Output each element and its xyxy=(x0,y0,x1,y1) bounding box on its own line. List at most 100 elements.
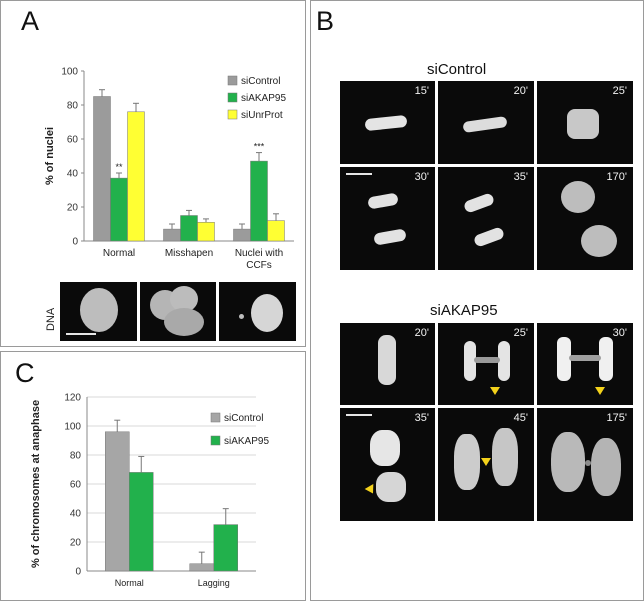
chromatin-bridge xyxy=(569,355,601,361)
frame-akap-3: 30' xyxy=(537,323,633,405)
legend-swatch xyxy=(210,412,221,423)
chromosome-plate xyxy=(567,109,599,139)
nucleus-blob xyxy=(170,286,198,312)
frame-control-3: 25' xyxy=(537,81,633,164)
panel-b-label: B xyxy=(316,6,335,36)
time-label: 175' xyxy=(606,412,627,424)
dna-image-misshapen xyxy=(140,282,216,341)
legend-label: siAKAP95 xyxy=(241,93,286,104)
y-tick-label: 80 xyxy=(70,451,82,462)
nucleus-blob xyxy=(454,434,480,490)
chromosome-plate xyxy=(464,341,476,381)
time-label: 20' xyxy=(513,85,528,97)
bar xyxy=(213,524,238,572)
nucleus-blob xyxy=(164,308,204,336)
dna-label: DNA xyxy=(45,307,57,331)
nucleus-blob xyxy=(80,288,118,332)
chromosome-mass xyxy=(376,472,406,502)
frame-control-6: 170' xyxy=(537,167,633,270)
y-tick-label: 40 xyxy=(70,509,82,520)
frame-akap-2: 25' xyxy=(438,323,534,405)
y-tick-label: 0 xyxy=(72,237,78,248)
y-axis-label: % of chromosomes at anaphase xyxy=(30,400,42,568)
frame-control-1: 15' xyxy=(340,81,435,164)
chart-c: 0 20 40 60 80 100 120 % of chromosomes at anaph… xyxy=(30,393,269,589)
legend-label: siControl xyxy=(241,76,280,87)
chromosome-plate xyxy=(472,226,506,248)
chromosome-plate xyxy=(557,337,571,381)
legend-swatch xyxy=(227,92,238,103)
chromosome-plate xyxy=(364,114,408,132)
time-label: 15' xyxy=(414,85,429,97)
nucleus-blob xyxy=(551,432,585,492)
frame-akap-5: 45' xyxy=(438,408,534,521)
nucleus-blob xyxy=(492,428,518,486)
y-axis-label: % of nuclei xyxy=(44,127,56,185)
chromosome-plate xyxy=(498,341,510,381)
scale-bar xyxy=(66,333,96,335)
nucleus-blob xyxy=(591,438,621,496)
sicontrol-title: siControl xyxy=(427,61,487,78)
y-tick-label: 0 xyxy=(75,567,81,578)
y-tick-label: 100 xyxy=(61,67,78,78)
time-label: 25' xyxy=(612,85,627,97)
bar xyxy=(197,222,215,242)
chromosome-mass xyxy=(370,430,400,466)
bar xyxy=(250,160,268,242)
ccf-blob xyxy=(239,314,244,319)
bar xyxy=(105,431,130,572)
chromatin-bridge xyxy=(474,357,500,363)
x-tick-label: CCFs xyxy=(246,260,272,271)
x-tick-label: Normal xyxy=(103,248,135,259)
nucleus-blob xyxy=(251,294,283,332)
bar xyxy=(189,563,214,572)
bar xyxy=(110,177,128,242)
chromosome-plate xyxy=(462,192,496,214)
legend-swatch xyxy=(227,75,238,86)
frame-control-5: 35' xyxy=(438,167,534,270)
x-tick-label: Normal xyxy=(115,578,144,588)
y-tick-label: 20 xyxy=(70,538,82,549)
arrowhead-icon xyxy=(481,458,491,466)
ccf-blob xyxy=(585,460,591,466)
frame-control-2: 20' xyxy=(438,81,534,164)
arrowhead-icon xyxy=(490,387,500,395)
time-label: 20' xyxy=(414,327,429,339)
time-label: 25' xyxy=(513,327,528,339)
significance-label: ** xyxy=(115,162,123,172)
panel-a-label: A xyxy=(21,6,40,36)
x-tick-label: Lagging xyxy=(198,578,230,588)
significance-label: *** xyxy=(254,142,265,152)
nucleus-blob xyxy=(581,225,617,257)
legend-label: siControl xyxy=(224,413,263,424)
legend-swatch xyxy=(210,435,221,446)
time-label: 35' xyxy=(414,412,429,424)
frame-akap-1: 20' xyxy=(340,323,435,405)
panel-c-label: C xyxy=(15,358,35,388)
y-tick-label: 60 xyxy=(67,135,79,146)
chromosome-plate xyxy=(462,115,508,134)
time-label: 45' xyxy=(513,412,528,424)
chart-a: 0 20 40 60 80 100 % of nuclei Normal Misshapen Nu… xyxy=(44,67,294,271)
x-tick-label: Misshapen xyxy=(165,248,213,259)
bar xyxy=(233,228,251,242)
y-tick-label: 100 xyxy=(64,422,81,433)
panel-a: A 0 20 40 60 80 100 % of nuclei Normal Misshapen… xyxy=(0,0,306,347)
time-label: 170' xyxy=(606,171,627,183)
scale-bar xyxy=(346,414,372,416)
time-label: 30' xyxy=(414,171,429,183)
chromosome-plate xyxy=(599,337,613,381)
bar xyxy=(127,111,145,242)
dna-image-normal xyxy=(60,282,137,341)
dna-image-ccf xyxy=(219,282,296,341)
y-tick-label: 80 xyxy=(67,101,79,112)
chromosome-plate xyxy=(378,335,396,385)
frame-akap-6: 175' xyxy=(537,408,633,521)
bar xyxy=(93,96,111,242)
siakap95-title: siAKAP95 xyxy=(430,302,498,319)
frame-control-4: 30' xyxy=(340,167,435,270)
bar xyxy=(180,215,198,242)
y-tick-label: 40 xyxy=(67,169,79,180)
arrowhead-icon xyxy=(595,387,605,395)
bar xyxy=(267,220,285,242)
